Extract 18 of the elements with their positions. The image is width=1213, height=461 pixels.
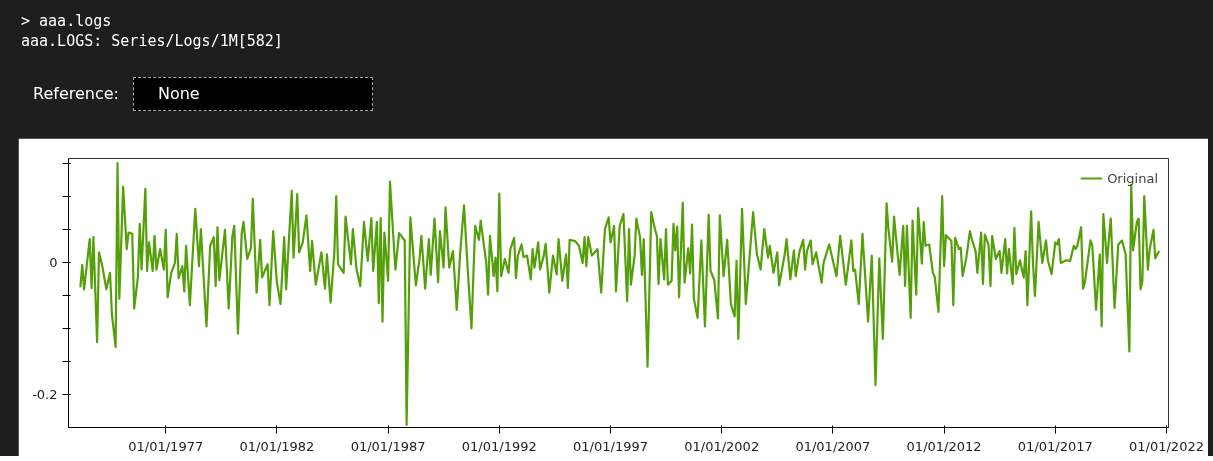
chart-title: > aaa.logs [21, 11, 113, 31]
x-tick-label: 01/01/1982 [239, 438, 315, 454]
line-series [79, 162, 1161, 426]
x-tick-label: 01/01/2012 [906, 438, 982, 454]
x-tick-label: 01/01/1992 [461, 438, 537, 454]
x-tick-label: 01/01/1977 [128, 438, 204, 454]
legend-label: Original [1107, 170, 1158, 186]
text: None [132, 77, 373, 111]
x-tick-label: 01/01/2017 [1017, 438, 1093, 454]
y-tick-label: -0.2 [32, 386, 58, 402]
x-tick-label: 01/01/2022 [1129, 438, 1204, 454]
text: Reference: [33, 84, 119, 103]
x-tick-label: 01/01/1997 [573, 438, 648, 454]
y-tick-label: 0 [49, 254, 58, 270]
x-tick-label: 01/01/1987 [350, 438, 426, 454]
chart-subtitle: aaa.LOGS: Series/Logs/1M[582] [21, 31, 284, 51]
x-tick-label: 01/01/2002 [684, 438, 760, 454]
x-tick-label: 01/01/2007 [795, 438, 871, 454]
